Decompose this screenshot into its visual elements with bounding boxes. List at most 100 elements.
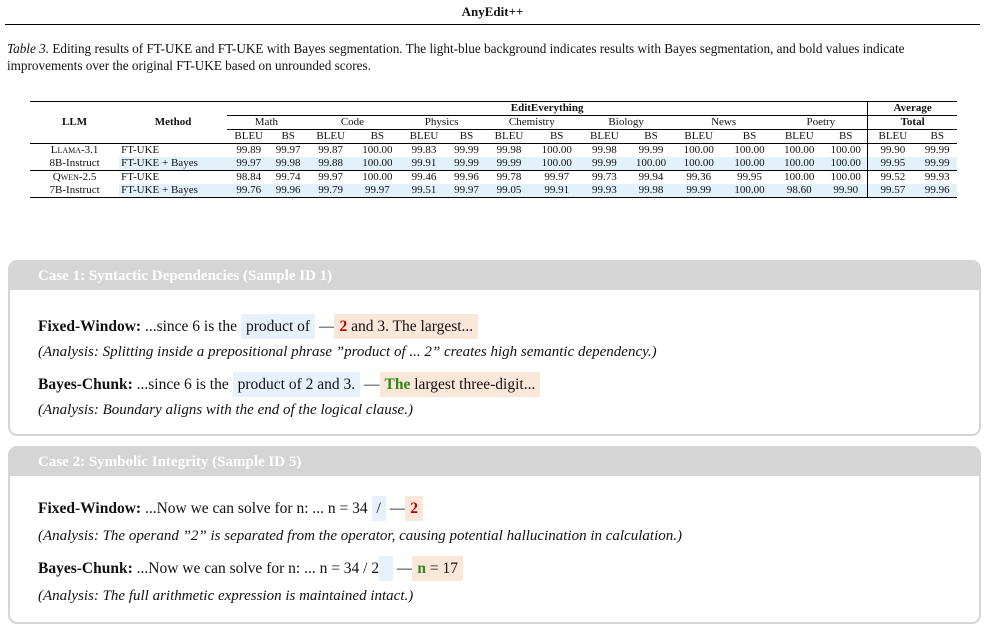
cell-value: 99.96 <box>454 171 479 183</box>
case1-fw-dash: — <box>318 318 335 335</box>
domain-header-math: Math <box>227 115 306 130</box>
cell-value: 99.89 <box>236 144 262 156</box>
case1-fw-prefix: ...since 6 is the <box>144 318 238 335</box>
cell-method: FT-UKE + Bayes <box>119 184 227 198</box>
cell-value: 99.98 <box>496 144 522 156</box>
case2-fw-analysis: (Analysis: The operand ”2” is separated … <box>38 528 682 544</box>
case1-bc-label: Bayes-Chunk: <box>38 376 133 393</box>
cell-value: 100.00 <box>683 144 714 156</box>
case2-fw-prefix: ...Now we can solve for n: ... n = 34 <box>144 500 368 517</box>
cell-value: 99.51 <box>399 184 449 198</box>
metric-header-bs: BS <box>930 130 944 142</box>
cell-value: 99.95 <box>867 157 918 171</box>
cell-value: 98.84 <box>236 171 262 183</box>
metric-header-bleu: BLEU <box>867 129 918 144</box>
cell-method: FT-UKE + Bayes <box>119 157 227 171</box>
case2-bc-next-rest: = 17 <box>429 560 458 577</box>
metric-header-bleu: BLEU <box>784 130 814 142</box>
case1-bc-dash: — <box>364 376 380 393</box>
cell-value: 99.90 <box>824 184 868 198</box>
cell-method: FT-UKE <box>121 144 160 156</box>
group-average-header: Average <box>867 102 957 116</box>
case1-bc-analysis: (Analysis: Boundary aligns with the end … <box>38 402 413 418</box>
cell-value: 98.60 <box>774 184 825 198</box>
case1-fixed-window-line: Fixed-Window: ...since 6 is the product … <box>38 314 479 339</box>
cell-llm: 8B-Instruct <box>49 157 100 169</box>
table-caption: Table 3. Editing results of FT-UKE and F… <box>7 40 979 74</box>
domain-header-news: News <box>672 115 775 130</box>
cell-value: 99.97 <box>355 184 400 198</box>
cell-value: 99.99 <box>484 157 534 171</box>
cell-value: 99.93 <box>924 171 950 183</box>
metric-header-bleu: BLEU <box>590 130 619 142</box>
cell-value: 99.97 <box>544 171 570 183</box>
metric-header-bs: BS <box>838 130 853 142</box>
cell-value: 99.88 <box>305 157 356 171</box>
cell-value: 99.97 <box>227 157 271 171</box>
case2-bc-next-token: n <box>417 560 426 577</box>
cell-value: 100.00 <box>541 144 572 156</box>
cell-value: 100.00 <box>824 157 868 171</box>
cell-value: 99.96 <box>917 184 957 198</box>
cell-llm: Llama-3.1 <box>50 144 99 156</box>
cell-value: 100.00 <box>830 171 861 183</box>
results-table: LLM Method EditEverything Average Math Co… <box>30 101 957 198</box>
caption-text: Editing results of FT-UKE and FT-UKE wit… <box>7 41 905 73</box>
cell-value: 99.73 <box>592 171 617 183</box>
cell-value: 100.00 <box>362 171 393 183</box>
cell-value: 100.00 <box>734 144 765 156</box>
cell-value: 99.46 <box>411 171 437 183</box>
case2-bc-prefix: ...Now we can solve for n: ... n = 34 / … <box>136 560 380 577</box>
metric-header-bs: BS <box>644 130 658 142</box>
caption-label: Table 3. <box>7 41 50 56</box>
cell-value: 100.00 <box>784 171 815 183</box>
case2-fw-dash: — <box>389 500 406 517</box>
header-rule <box>5 24 980 25</box>
case1-fw-next-token: 2 <box>339 318 348 335</box>
cell-value: 99.78 <box>496 171 522 183</box>
domain-header-chemistry: Chemistry <box>484 115 580 130</box>
case2-bc-chunk-tail <box>379 556 393 581</box>
cell-value: 99.57 <box>867 184 918 198</box>
metric-header-bleu: BLEU <box>316 130 346 142</box>
domain-header-biology: Biology <box>579 115 673 130</box>
case2-bc-dash: — <box>396 560 413 577</box>
case1-bc-next-token: The <box>384 376 411 393</box>
cell-llm: Qwen-2.5 <box>52 171 97 183</box>
cell-value: 100.00 <box>533 157 580 171</box>
table-row: 8B-Instruct FT-UKE + Bayes 99.97 99.98 99.88… <box>30 157 957 171</box>
cell-value: 100.00 <box>774 157 825 171</box>
cell-value: 99.94 <box>638 171 664 183</box>
cell-value: 99.99 <box>448 157 485 171</box>
total-header: Total <box>867 115 957 130</box>
case2-title: Case 2: Symbolic Integrity (Sample ID 5) <box>10 448 979 476</box>
metric-header-bleu: BLEU <box>684 130 714 142</box>
case2-fixed-window-line: Fixed-Window: ...Now we can solve for n:… <box>38 496 423 521</box>
cell-value: 100.00 <box>830 144 861 156</box>
cell-value: 100.00 <box>724 184 775 198</box>
case2-fw-label: Fixed-Window: <box>38 500 142 517</box>
cell-value: 99.95 <box>737 171 762 183</box>
cell-value: 99.87 <box>318 144 344 156</box>
cell-value: 100.00 <box>672 157 725 171</box>
cell-value: 99.91 <box>533 184 580 198</box>
cell-value: 99.97 <box>448 184 485 198</box>
cell-value: 99.05 <box>484 184 534 198</box>
metric-header-bs: BS <box>281 130 295 142</box>
metric-header-bs: BS <box>549 130 564 142</box>
metric-header-bs: BS <box>370 130 385 142</box>
col-llm-header: LLM <box>62 116 88 128</box>
cell-value: 99.79 <box>305 184 356 198</box>
cell-value: 99.99 <box>579 157 630 171</box>
domain-header-physics: Physics <box>399 115 485 130</box>
case1-title: Case 1: Syntactic Dependencies (Sample I… <box>10 262 979 290</box>
case2-panel: Case 2: Symbolic Integrity (Sample ID 5)… <box>8 446 981 624</box>
cell-value: 99.91 <box>399 157 449 171</box>
case2-bc-analysis: (Analysis: The full arithmetic expressio… <box>38 588 414 604</box>
cell-value: 100.00 <box>355 157 400 171</box>
cell-value: 99.99 <box>672 184 725 198</box>
case1-fw-next-rest: and 3. The largest... <box>351 318 474 335</box>
cell-llm: 7B-Instruct <box>49 184 100 196</box>
cell-value: 99.93 <box>579 184 630 198</box>
case1-bc-next-rest: largest three-digit... <box>414 376 536 393</box>
